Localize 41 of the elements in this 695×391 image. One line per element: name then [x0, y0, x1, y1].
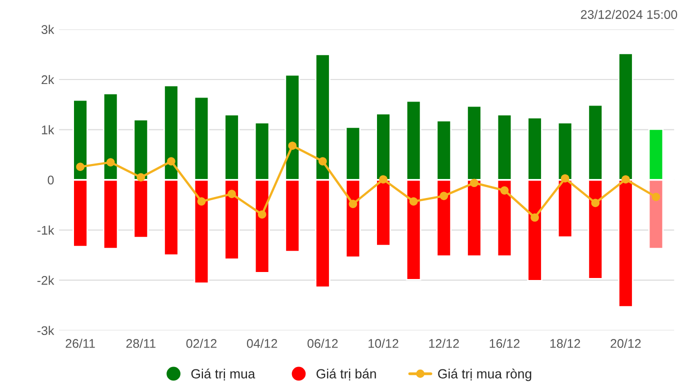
- point: [228, 190, 236, 198]
- point: [288, 142, 297, 150]
- point: [379, 175, 388, 184]
- point: [348, 200, 358, 208]
- x-tick-label: 12/12: [429, 338, 459, 348]
- x-tick-label: 28/11: [126, 338, 156, 348]
- y-tick-label: -1k: [37, 226, 54, 235]
- point: [409, 197, 418, 206]
- point: [652, 192, 660, 202]
- point: [318, 157, 327, 166]
- text: 23/12/2024 15:00: [580, 10, 678, 19]
- legend-label: Giá trị mua: [191, 368, 256, 380]
- point: [197, 197, 206, 206]
- y-tick-label: 1k: [42, 125, 54, 134]
- legend-label: Giá trị bán: [316, 368, 376, 380]
- legend-label: Giá trị mua ròng: [438, 368, 532, 382]
- y-tick-label: -3k: [37, 326, 54, 336]
- point: [560, 174, 570, 183]
- x-tick-label: 02/12: [186, 338, 216, 348]
- point: [76, 162, 84, 171]
- point: [622, 175, 630, 184]
- y-tick-label: 2k: [42, 74, 54, 84]
- point: [136, 173, 146, 182]
- point: [258, 210, 266, 219]
- point: [530, 213, 539, 222]
- x-tick-label: 20/12: [610, 338, 641, 348]
- point: [167, 157, 176, 166]
- x-tick-label: 26/11: [66, 338, 95, 348]
- point: [470, 178, 478, 188]
- point: [106, 158, 115, 166]
- x-tick-label: 04/12: [246, 338, 278, 348]
- y-tick-label: 0: [48, 176, 54, 185]
- x-tick-label: 10/12: [368, 338, 398, 348]
- y-tick-label: 3k: [41, 24, 54, 34]
- x-tick-label: 06/12: [308, 338, 338, 348]
- point: [591, 198, 600, 208]
- point: [500, 186, 509, 195]
- x-tick-label: 18/12: [550, 338, 580, 348]
- point: [440, 192, 448, 200]
- x-tick-label: 16/12: [490, 338, 520, 348]
- y-tick-label: -2k: [37, 276, 54, 285]
